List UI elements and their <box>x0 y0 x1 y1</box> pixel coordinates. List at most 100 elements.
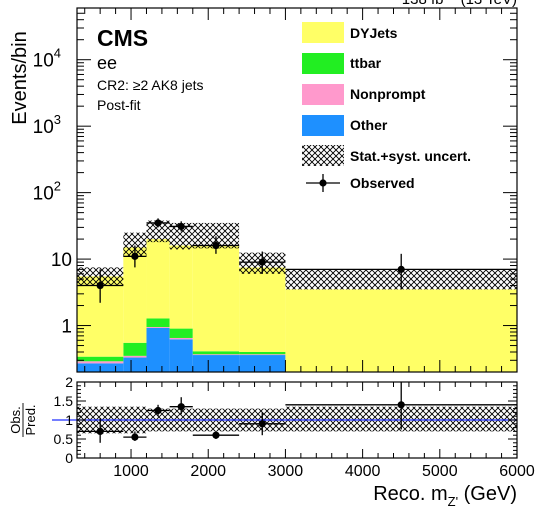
bar-ttbar-bin-4 <box>192 351 240 355</box>
observed-point-2 <box>154 219 162 227</box>
bar-dyjets-bin-4 <box>192 245 240 352</box>
legend-swatch-uncertainty <box>302 145 344 166</box>
ratio-point-4 <box>212 431 220 439</box>
ratio-point-3 <box>177 403 185 411</box>
bar-other-bin-1 <box>123 357 147 372</box>
ratio-point-5 <box>258 420 266 428</box>
ratio-ytick-label-2: 1 <box>65 412 73 428</box>
ratio-y-label-num: Obs. <box>8 406 23 433</box>
bar-ttbar-bin-5 <box>239 351 286 355</box>
legend-entry-other: Other <box>302 115 388 136</box>
ratio-y-label: Obs. Pred. <box>8 403 38 437</box>
legend-swatch-nonprompt <box>302 84 344 105</box>
bar-other-bin-5 <box>239 355 286 372</box>
bar-dyjets-bin-3 <box>169 245 193 329</box>
ratio-xtick-label-1: 2000 <box>190 463 226 480</box>
main-ytick-label-1: 10 <box>51 250 72 271</box>
x-axis-label-unit: (GeV) <box>458 483 517 505</box>
ratio-point-0 <box>96 427 104 435</box>
observed-points <box>77 218 517 303</box>
observed-point-1 <box>131 252 139 260</box>
main-ytick-label-4: 104 <box>33 46 61 72</box>
legend-swatch-ttbar <box>302 53 344 74</box>
legend: DYJets ttbar Nonprompt Other Stat.+syst.… <box>302 22 471 192</box>
main-ytick-label-2: 102 <box>33 179 61 205</box>
bar-dyjets-bin-5 <box>239 267 286 352</box>
ratio-xtick-label-2: 3000 <box>268 463 304 480</box>
bar-other-bin-4 <box>192 355 240 372</box>
bar-nonprompt-bin-0 <box>77 361 124 364</box>
header-text: 138 fb⁻¹ (13 TeV) <box>402 0 517 8</box>
legend-swatch-other <box>302 115 344 136</box>
x-axis-label-sub: Z' <box>448 494 458 509</box>
bar-ttbar-bin-1 <box>123 342 147 356</box>
main-ytick-label-base-2: 10 <box>33 184 54 205</box>
bar-dyjets-bin-2 <box>146 239 170 319</box>
observed-point-5 <box>258 258 266 266</box>
ratio-ytick-label-0: 0 <box>65 450 73 466</box>
main-ytick-label-base-4: 10 <box>33 51 54 72</box>
x-axis-label: Reco. mZ' (GeV) <box>373 483 517 509</box>
legend-entry-uncertainty: Stat.+syst. uncert. <box>302 145 471 166</box>
main-frame <box>76 7 518 373</box>
ratio-xtick-label-4: 5000 <box>422 463 458 480</box>
observed-point-6 <box>397 265 405 273</box>
bar-dyjets-bin-6 <box>285 289 517 372</box>
ratio-xtick-label-5: 6000 <box>499 463 535 480</box>
legend-marker-dot <box>319 179 327 187</box>
uncertainty-bin-3 <box>169 222 193 250</box>
bar-ttbar-bin-0 <box>77 356 124 362</box>
ratio-axes: 1000 2000 3000 4000 5000 6000 0 0.5 1 1.5 2 <box>54 374 535 480</box>
region-label: CR2: ≥2 AK8 jets <box>97 77 204 93</box>
legend-swatch-dyjets <box>302 22 344 43</box>
fit-label: Post-fit <box>97 97 141 113</box>
ratio-y-label-den: Pred. <box>23 404 38 435</box>
legend-label-observed: Observed <box>350 175 415 191</box>
main-ytick-label-base-3: 10 <box>33 117 54 138</box>
ratio-ytick-label-3: 1.5 <box>54 393 74 409</box>
bar-nonprompt-bin-5 <box>239 354 286 356</box>
legend-label-nonprompt: Nonprompt <box>350 86 426 102</box>
bar-nonprompt-bin-2 <box>146 327 170 328</box>
ratio-ytick-label-1: 0.5 <box>54 431 74 447</box>
observed-point-0 <box>96 281 104 290</box>
cms-label: CMS <box>97 25 148 51</box>
x-axis-label-main: Reco. m <box>373 483 447 505</box>
bar-nonprompt-bin-3 <box>169 337 193 340</box>
bar-ttbar-bin-3 <box>169 328 193 338</box>
legend-entry-ttbar: ttbar <box>302 53 382 74</box>
channel-label: ee <box>97 53 117 73</box>
main-ytick-label-exp-3: 3 <box>54 112 61 127</box>
main-ytick-label-exp-2: 2 <box>54 179 61 194</box>
uncertainty-bin-2 <box>146 220 170 243</box>
y-axis-label: Events/bin <box>9 31 31 124</box>
ratio-xtick-label-3: 4000 <box>345 463 381 480</box>
legend-entry-observed: Observed <box>306 174 415 192</box>
bar-dyjets-bin-1 <box>123 247 147 343</box>
uncertainty-bin-1 <box>123 232 147 257</box>
observed-point-3 <box>177 222 185 231</box>
stacked-histogram <box>77 239 517 372</box>
main-ytick-label-exp-4: 4 <box>54 46 61 61</box>
ratio-point-6 <box>397 401 405 409</box>
ratio-point-1 <box>131 433 139 441</box>
ratio-ytick-label-4: 2 <box>65 374 73 390</box>
ratio-point-2 <box>154 406 162 415</box>
bar-nonprompt-bin-4 <box>192 354 240 356</box>
legend-label-dyjets: DYJets <box>350 25 398 41</box>
legend-label-uncertainty: Stat.+syst. uncert. <box>350 148 471 164</box>
ratio-panel: 1000 2000 3000 4000 5000 6000 0 0.5 1 1.5 2 Obs. P… <box>8 374 535 509</box>
bar-other-bin-3 <box>169 339 193 372</box>
legend-entry-nonprompt: Nonprompt <box>302 84 426 105</box>
legend-label-ttbar: ttbar <box>350 55 382 71</box>
main-ytick-label-0: 1 <box>61 317 72 338</box>
observed-point-4 <box>212 241 220 250</box>
legend-entry-dyjets: DYJets <box>302 22 398 43</box>
main-ytick-label-3: 103 <box>33 112 61 138</box>
legend-label-other: Other <box>350 117 388 133</box>
bar-nonprompt-bin-1 <box>123 355 147 358</box>
ratio-xtick-label-0: 1000 <box>113 463 149 480</box>
